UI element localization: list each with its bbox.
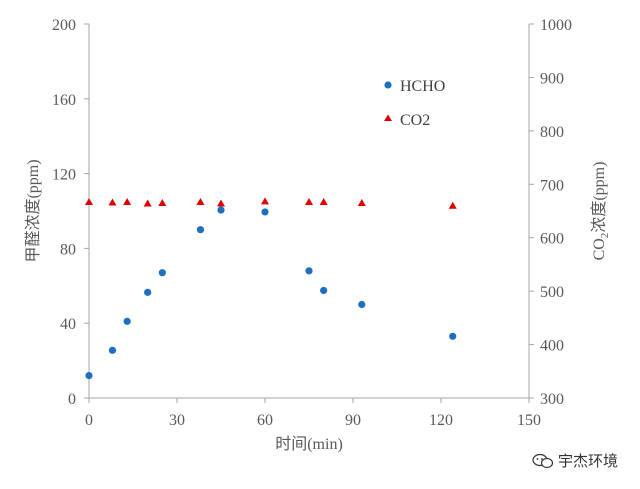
hcho-point	[449, 332, 457, 340]
right-y-axis-title-rest: 浓度(ppm)	[590, 162, 608, 233]
wechat-icon	[532, 453, 554, 468]
y2-tick-label: 800	[540, 124, 564, 141]
watermark-text: 宇杰环境	[557, 452, 618, 470]
x-tick-label: 0	[85, 412, 93, 429]
legend-marker-co2	[384, 114, 392, 121]
hcho-point	[358, 300, 366, 309]
axes	[88, 24, 530, 399]
y-tick-label: 40	[60, 316, 76, 333]
y2-tick-label: 400	[540, 338, 564, 355]
co2-point	[85, 197, 93, 205]
y-tick-label: 80	[60, 241, 76, 258]
y2-tick-label: 500	[540, 284, 564, 301]
legend-marker-hcho	[384, 81, 392, 89]
co2-point	[123, 197, 132, 205]
watermark: 宇杰环境	[532, 450, 618, 471]
right-y-tick-labels: 300 400 500 600 700 800 900 1000	[529, 17, 572, 408]
left-y-axis-title: 甲醛浓度(ppm)	[24, 159, 42, 262]
data-points	[85, 197, 457, 380]
hcho-point	[108, 346, 117, 354]
co2-point	[261, 197, 269, 205]
x-tick-label: 60	[257, 412, 273, 429]
right-y-axis-title-co: CO	[591, 238, 608, 260]
left-y-tick-labels: 0 40 80 120 160 200	[52, 17, 89, 408]
co2-point	[305, 197, 313, 205]
co2-point	[357, 199, 366, 207]
hcho-point	[261, 208, 269, 216]
hcho-point	[144, 288, 152, 296]
y-tick-label: 0	[68, 391, 76, 408]
right-y-axis-title: CO2浓度(ppm)	[590, 162, 611, 261]
y2-tick-label: 900	[540, 70, 564, 87]
right-y-axis-title-subscript: 2	[599, 233, 611, 239]
x-axis-title: 时间(min)	[275, 435, 343, 453]
y-tick-label: 120	[52, 167, 76, 184]
x-tick-labels: 0 30 60 90 120 150	[85, 398, 541, 429]
y-tick-label: 200	[52, 17, 76, 34]
hcho-point	[85, 371, 93, 380]
y-tick-label: 160	[52, 92, 76, 109]
x-tick-label: 30	[169, 412, 185, 429]
y2-tick-label: 700	[540, 177, 564, 194]
co2-point	[319, 197, 328, 205]
co2-point	[108, 198, 117, 206]
hcho-point	[158, 269, 166, 277]
co2-point	[217, 199, 225, 207]
legend: HCHO CO2	[384, 78, 445, 129]
y2-tick-label: 1000	[540, 17, 572, 34]
hcho-point	[305, 267, 313, 275]
hcho-point	[123, 317, 131, 325]
x-tick-label: 90	[345, 412, 361, 429]
co2-point	[448, 201, 457, 209]
x-tick-label: 150	[517, 412, 541, 429]
legend-label-hcho: HCHO	[400, 78, 445, 95]
y2-tick-label: 300	[540, 391, 564, 408]
co2-point	[158, 199, 167, 207]
hcho-point	[196, 226, 205, 234]
co2-point	[196, 197, 205, 205]
x-tick-label: 120	[429, 412, 453, 429]
hcho-point	[217, 206, 225, 214]
y2-tick-label: 600	[540, 231, 564, 248]
legend-label-co2: CO2	[400, 112, 430, 129]
hcho-point	[320, 286, 328, 295]
co2-point	[143, 199, 152, 207]
